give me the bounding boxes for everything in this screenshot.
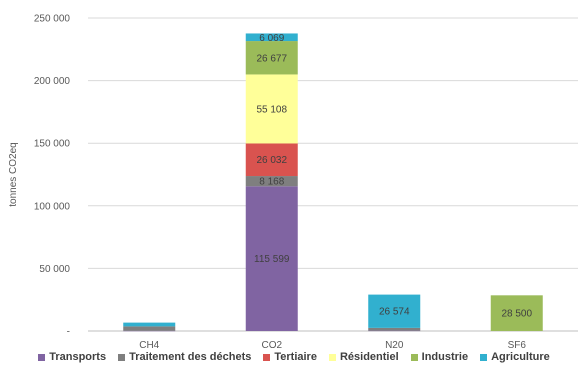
bar-segment xyxy=(123,330,176,332)
legend-item: Agriculture xyxy=(480,351,550,363)
data-label: 28 500 xyxy=(501,309,532,320)
legend: Transports Traitement des déchets Tertiair… xyxy=(0,351,588,363)
data-label: 26 574 xyxy=(379,307,410,318)
bar-segment xyxy=(245,41,298,75)
bar-segment xyxy=(368,294,421,328)
data-label: 55 108 xyxy=(256,104,287,115)
data-label: 26 677 xyxy=(256,53,287,64)
bar-segment xyxy=(123,326,176,331)
y-axis-ticks: - 50 000 100 000 150 000 200 000 250 000 xyxy=(34,14,71,338)
data-label: 8 168 xyxy=(259,177,284,188)
legend-swatch xyxy=(328,353,336,361)
y-tick-label: 100 000 xyxy=(34,201,71,212)
legend-swatch xyxy=(410,353,418,361)
x-tick-label: SF6 xyxy=(508,340,527,350)
bars xyxy=(123,33,543,332)
legend-label: Transports xyxy=(49,351,107,363)
legend-item: Industrie xyxy=(410,351,469,363)
bar-segment xyxy=(368,327,421,331)
legend-swatch xyxy=(38,353,46,361)
legend-label: Agriculture xyxy=(491,351,550,363)
x-tick-label: CO2 xyxy=(261,340,282,350)
bar-segment xyxy=(123,322,176,327)
legend-swatch xyxy=(263,353,271,361)
legend-label: Tertiaire xyxy=(274,351,317,363)
legend-label: Résidentiel xyxy=(339,351,399,363)
legend-swatch xyxy=(480,353,488,361)
y-tick-label: 150 000 xyxy=(34,139,71,150)
legend-item: Tertiaire xyxy=(263,351,317,363)
legend-item: Transports xyxy=(38,351,106,363)
x-tick-label: CH4 xyxy=(139,340,159,350)
legend-label: Industrie xyxy=(421,351,469,363)
legend-label: Traitement des déchets xyxy=(129,351,252,363)
gridlines xyxy=(88,17,578,332)
legend-item: Traitement des déchets xyxy=(118,351,251,363)
data-labels: 115 599 8 168 26 032 55 108 26 677 6 069 26 57… xyxy=(254,33,532,320)
y-axis-label: tonnes CO2eq xyxy=(8,142,19,207)
bar-segment xyxy=(368,330,421,332)
legend-swatch xyxy=(118,353,126,361)
y-tick-label: 250 000 xyxy=(34,14,71,25)
y-tick-label: 50 000 xyxy=(39,264,70,275)
data-label: 115 599 xyxy=(254,254,290,265)
y-tick-label: 200 000 xyxy=(34,76,71,87)
bar-segment xyxy=(245,33,298,42)
x-axis-ticks: CH4 CO2 N20 SF6 xyxy=(139,340,526,350)
bar-segment xyxy=(245,74,298,144)
legend-item: Résidentiel xyxy=(328,351,399,363)
data-label: 6 069 xyxy=(259,33,284,44)
bar-segment xyxy=(245,176,298,187)
x-tick-label: N20 xyxy=(385,340,404,350)
y-tick-label: - xyxy=(67,327,70,338)
bar-segment xyxy=(245,186,298,331)
bar-segment xyxy=(245,143,298,177)
bar-segment xyxy=(490,295,543,331)
data-label: 26 032 xyxy=(256,155,287,166)
